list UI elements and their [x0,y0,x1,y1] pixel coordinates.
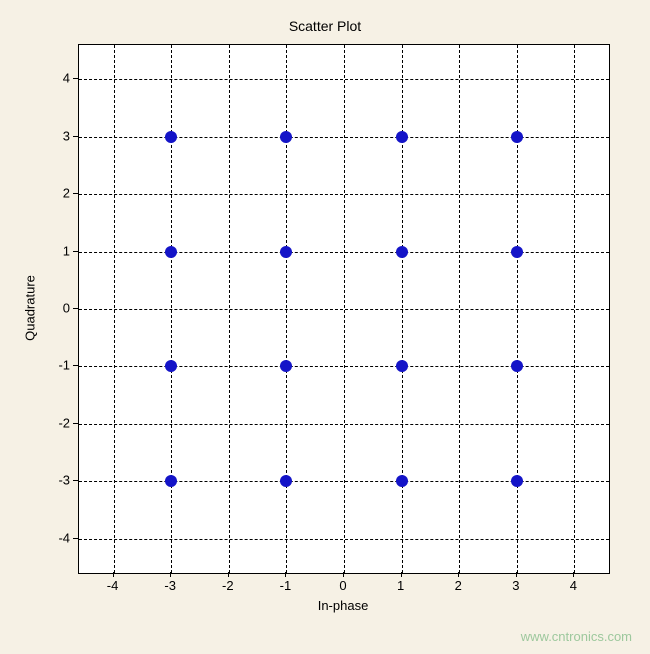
x-tick [228,572,229,577]
data-point [280,360,292,372]
watermark-text: www.cntronics.com [521,629,632,644]
y-tick [73,480,78,481]
chart-container: Scatter Plot In-phase Quadrature www.cnt… [0,0,650,654]
data-point [396,246,408,258]
y-tick [73,365,78,366]
x-tick-label: 2 [455,578,462,593]
data-point [165,475,177,487]
grid-line-h [79,366,609,367]
y-tick [73,78,78,79]
x-tick [343,572,344,577]
grid-line-h [79,309,609,310]
x-tick-label: 0 [339,578,346,593]
data-point [396,475,408,487]
x-tick-label: -4 [107,578,119,593]
data-point [511,475,523,487]
data-point [511,246,523,258]
y-tick-label: -2 [50,415,70,430]
y-tick-label: 1 [50,243,70,258]
data-point [280,246,292,258]
x-tick-label: -1 [280,578,292,593]
data-point [511,360,523,372]
data-point [280,475,292,487]
data-point [165,246,177,258]
x-tick [516,572,517,577]
x-tick [113,572,114,577]
x-tick [285,572,286,577]
x-tick-label: 1 [397,578,404,593]
x-tick-label: 4 [570,578,577,593]
grid-line-h [79,79,609,80]
y-tick [73,193,78,194]
x-tick-label: -3 [164,578,176,593]
x-tick [573,572,574,577]
data-point [165,131,177,143]
chart-title: Scatter Plot [0,18,650,34]
x-tick-label: -2 [222,578,234,593]
x-tick [170,572,171,577]
x-tick [401,572,402,577]
y-tick [73,308,78,309]
grid-line-h [79,539,609,540]
y-tick-label: -3 [50,473,70,488]
y-tick-label: 0 [50,301,70,316]
y-tick-label: -4 [50,530,70,545]
x-tick-label: 3 [512,578,519,593]
data-point [396,360,408,372]
x-axis-label: In-phase [318,598,369,613]
y-tick-label: 4 [50,71,70,86]
y-tick-label: 3 [50,128,70,143]
grid-line-h [79,137,609,138]
y-tick [73,423,78,424]
y-tick-label: 2 [50,186,70,201]
grid-line-h [79,194,609,195]
data-point [165,360,177,372]
y-tick [73,251,78,252]
y-tick [73,538,78,539]
grid-line-h [79,252,609,253]
data-point [280,131,292,143]
grid-line-h [79,424,609,425]
plot-area [78,44,610,574]
y-tick [73,136,78,137]
x-tick [458,572,459,577]
y-tick-label: -1 [50,358,70,373]
y-axis-label: Quadrature [23,275,38,341]
data-point [396,131,408,143]
grid-line-h [79,481,609,482]
data-point [511,131,523,143]
